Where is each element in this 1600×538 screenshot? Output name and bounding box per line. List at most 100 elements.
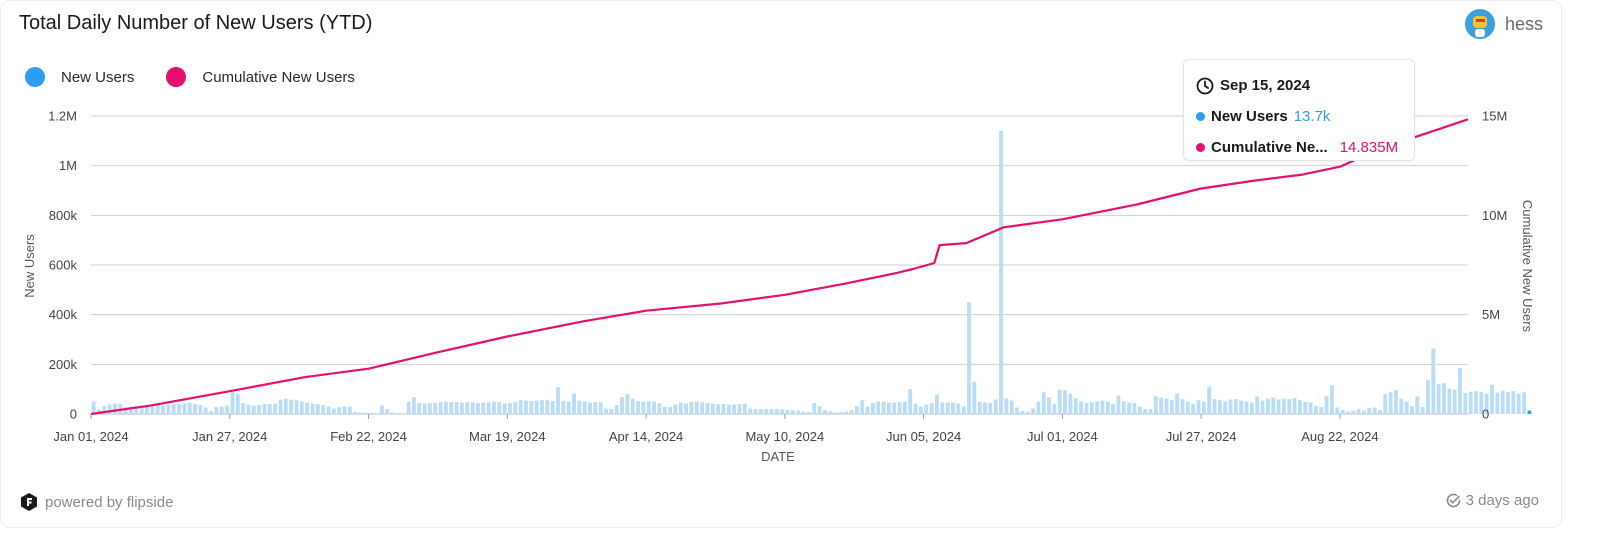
bar: [385, 409, 390, 414]
y-tick-label-left: 600k: [49, 258, 78, 273]
bar: [817, 406, 822, 414]
bar: [417, 403, 422, 414]
powered-by-text[interactable]: powered by flipside: [45, 493, 174, 511]
bar: [134, 406, 139, 414]
bar: [694, 401, 699, 414]
bar: [903, 401, 907, 414]
bar: [1095, 401, 1099, 414]
refresh-check-icon: [1446, 493, 1460, 508]
bar: [1313, 406, 1318, 414]
bar: [1292, 398, 1297, 414]
bar: [897, 402, 902, 414]
chart-plot[interactable]: 0 200k 400k 600k 800k 1M 1.2M 0 5M 10M 15M Jan 01, …: [1, 1, 1561, 481]
legend-item-cumulative[interactable]: Cumulative New Users: [166, 67, 355, 87]
bar: [1249, 402, 1254, 414]
bar: [705, 403, 710, 414]
tooltip-value-cumulative: 14.835M: [1339, 139, 1399, 156]
bar: [299, 401, 304, 414]
bar: [262, 404, 267, 414]
y-tick-label-right: 10M: [1482, 208, 1507, 223]
flipside-logo-icon: [21, 493, 37, 511]
bar: [865, 406, 870, 414]
last-updated[interactable]: 3 days ago: [1445, 492, 1539, 509]
bar: [1420, 407, 1425, 414]
bar: [1047, 397, 1051, 414]
bar: [700, 402, 705, 414]
bar: [753, 409, 758, 414]
clock-icon: [1196, 77, 1214, 94]
bar: [838, 412, 843, 414]
bar: [225, 405, 230, 414]
bar: [267, 404, 272, 414]
bar: [145, 406, 149, 414]
bar: [673, 404, 678, 414]
bar: [710, 403, 715, 414]
avatar[interactable]: [1464, 9, 1495, 39]
bar: [251, 405, 256, 414]
bar: [1073, 398, 1078, 414]
bar: [1394, 390, 1398, 414]
username[interactable]: hess: [1504, 13, 1543, 34]
bar: [908, 389, 913, 414]
grid-lines: [91, 115, 1468, 415]
bar: [209, 411, 214, 414]
bar: [449, 402, 454, 414]
bar: [1041, 392, 1046, 414]
bar: [476, 403, 480, 414]
bar: [129, 406, 133, 414]
bar: [166, 405, 171, 414]
legend-label-new-users: New Users: [61, 68, 135, 86]
author-badge[interactable]: hess: [1464, 9, 1543, 39]
powered-by[interactable]: powered by flipside: [19, 492, 173, 512]
bar: [892, 402, 897, 414]
bar: [849, 410, 854, 414]
bar: [1522, 392, 1526, 414]
bar: [678, 402, 683, 414]
legend-item-new-users[interactable]: New Users: [25, 67, 134, 87]
bar: [502, 403, 507, 414]
bar: [716, 404, 721, 414]
bar: [342, 406, 347, 414]
bar: [315, 404, 320, 414]
y-tick-label-left: 200k: [49, 357, 78, 372]
bar: [1084, 403, 1089, 414]
bar: [198, 405, 203, 414]
y-tick-label-right: 15M: [1482, 109, 1507, 124]
bar: [1169, 400, 1174, 414]
bar: [582, 401, 587, 414]
legend-dot-new-users: [25, 67, 45, 87]
bar: [310, 403, 315, 414]
bar: [1164, 398, 1169, 414]
bar: [107, 404, 112, 414]
bar: [1447, 388, 1452, 414]
bar: [1484, 393, 1489, 414]
bar: [1137, 406, 1142, 414]
bar: [305, 402, 310, 414]
bar: [940, 402, 945, 414]
tooltip-date: Sep 15, 2024: [1220, 77, 1311, 94]
legend-label-cumulative: Cumulative New Users: [202, 68, 355, 86]
bar: [652, 401, 656, 414]
bar: [1303, 402, 1308, 414]
bar: [171, 404, 176, 414]
bar: [1031, 408, 1035, 414]
bar: [1404, 401, 1409, 414]
bar: [913, 403, 918, 414]
last-updated-text: 3 days ago: [1465, 492, 1539, 509]
bar: [1228, 399, 1233, 414]
bar: [427, 403, 432, 414]
bar: [182, 403, 187, 414]
bar: [1442, 383, 1446, 414]
bar: [1495, 392, 1500, 414]
bar: [294, 400, 299, 414]
bar: [844, 411, 849, 414]
bar: [1452, 389, 1457, 414]
bar: [1057, 389, 1062, 414]
y-tick-label-right: 0: [1482, 407, 1489, 422]
bar: [283, 398, 288, 414]
tooltip-label-cumulative: Cumulative Ne...: [1211, 139, 1328, 156]
bar: [737, 404, 742, 414]
bar: [470, 402, 475, 414]
bar: [1372, 407, 1377, 414]
bar: [1383, 394, 1388, 414]
